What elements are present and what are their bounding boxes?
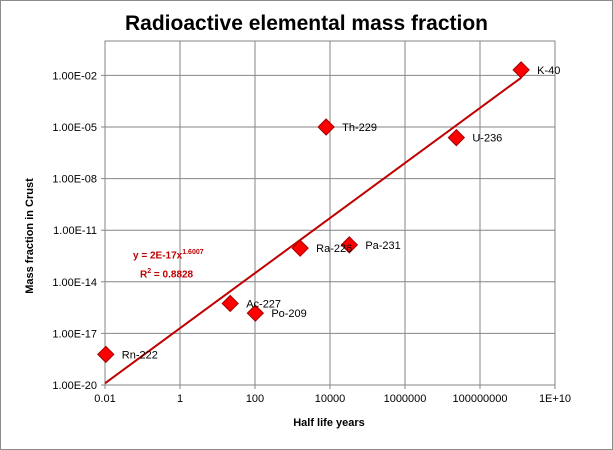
point-label: Rn-222 [122,349,158,361]
x-tick-label: 0.01 [94,393,115,405]
data-point [447,128,466,147]
data-point [512,61,530,79]
data-point [340,236,359,254]
point-label: Ra-226 [316,243,352,255]
data-point [97,345,115,364]
x-tick-label: 1000000 [384,393,427,405]
data-point [221,294,239,313]
grid [104,40,556,386]
point-label: Th-229 [342,122,377,134]
data-point [317,118,335,136]
data-point [291,239,309,257]
equation-exponent: 1.6007 [182,249,204,256]
point-label: Pa-231 [365,240,400,252]
equation-line: y = 2E-17x1.6007 [133,245,204,264]
chart-title: Radioactive elemental mass fraction [125,12,488,35]
x-tick-label: 1E+10 [539,393,571,405]
tick-labels: 1.00E-20 1.00E-17 1.00E-14 1.00E-11 1.00E-08… [52,70,571,405]
r-squared-value: = 0.8828 [151,269,194,281]
data-points [97,61,530,364]
r-squared-line: R2 = 0.8828 [133,264,204,283]
point-label: K-40 [537,65,560,77]
point-label: Ac-227 [246,298,281,310]
y-tick-label: 1.00E-02 [52,70,97,82]
trendline-equation: y = 2E-17x1.6007 R2 = 0.8828 [133,245,204,284]
x-axis-label: Half life years [293,417,365,429]
x-tick-label: 1 [177,393,183,405]
y-tick-label: 1.00E-08 [52,174,97,186]
point-label: Po-209 [271,308,306,320]
r-squared-exponent: 2 [147,268,152,276]
x-tick-label: 10000 [315,393,346,405]
y-tick-label: 1.00E-14 [52,277,97,289]
y-tick-label: 1.00E-05 [52,122,97,134]
x-tick-label: 100 [246,393,264,405]
y-tick-label: 1.00E-20 [52,380,97,392]
y-tick-label: 1.00E-17 [52,328,97,340]
x-tick-label: 100000000 [452,393,507,405]
trendline-group [104,76,522,385]
data-point [246,304,265,322]
point-label: U-236 [472,133,502,145]
power-trendline [104,76,522,385]
equation-text: y = 2E-17x [133,250,183,262]
y-tick-label: 1.00E-11 [53,225,97,237]
axes [101,74,556,389]
r-squared-prefix: R [140,269,148,281]
